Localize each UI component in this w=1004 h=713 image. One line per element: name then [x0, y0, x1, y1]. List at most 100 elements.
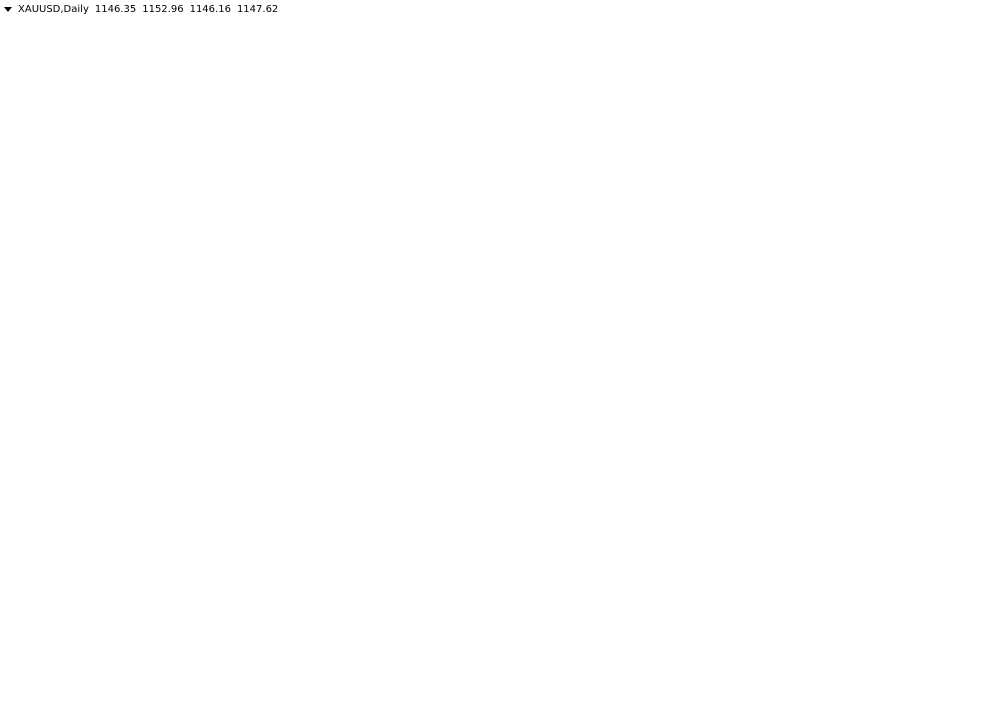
ohlc-bar — [568, 260, 575, 293]
ohlc-bar — [754, 198, 761, 236]
price-tick-label: 1204.30 — [964, 25, 1001, 35]
price-tick-label: 1131.40 — [964, 256, 1001, 266]
date-label: 19 Jun 2015 — [136, 701, 190, 711]
ohlc-bar — [471, 254, 478, 318]
ohlc-bar — [220, 146, 227, 178]
ao-tick-label: 0.00 — [964, 504, 984, 514]
dropdown-triangle-icon[interactable] — [4, 7, 12, 12]
price-tick-label: 1120.90 — [964, 289, 1001, 299]
ohlc-bar — [479, 206, 486, 274]
ohlc-bar — [114, 63, 121, 96]
price-tick-label: 1089.70 — [964, 388, 1001, 398]
ohlc-bar — [293, 247, 300, 369]
ao-tick-label: 35.539 — [964, 465, 996, 475]
ohlc-bar — [17, 57, 24, 83]
short-arrow-icon — [795, 257, 810, 276]
price-tick-label: 1110.70 — [964, 322, 1001, 332]
date-label: 1 Jul 2015 — [200, 701, 245, 711]
pane-frame-2 — [0, 584, 959, 695]
pane-frame-0 — [0, 0, 959, 462]
ohlc-bar — [228, 146, 235, 185]
ohlc-bar — [528, 254, 535, 280]
ohlc-bar — [730, 292, 737, 324]
date-label: 13 Jul 2015 — [281, 701, 332, 711]
ohlc-bar — [33, 76, 40, 128]
price-tick-label: 1162.60 — [964, 157, 1001, 167]
ohlc-bar — [690, 190, 697, 223]
ohlc-bar — [179, 114, 186, 140]
ohlc-bar — [163, 95, 170, 121]
ohlc-bar — [438, 285, 445, 318]
alligator-lips-line — [28, 75, 783, 376]
ohlc-bar — [536, 216, 543, 280]
ac-title: AC 4.5553 — [6, 591, 53, 601]
ohlc-bar — [374, 355, 381, 394]
ohlc-bar — [406, 361, 413, 388]
level-badge — [960, 221, 1004, 234]
ohlc-bar — [463, 298, 470, 343]
ohlc-bar — [390, 387, 397, 413]
price-tick-label: 1173.10 — [964, 124, 1001, 134]
ohlc-bar — [260, 184, 267, 210]
ohlc-bar — [625, 317, 632, 356]
date-label: 23 Jul 2015 — [346, 701, 397, 711]
ohlc-bar — [398, 368, 405, 413]
ohlc-bar — [131, 38, 138, 64]
ao-title: AO 3.781 — [6, 469, 48, 479]
ao-tick-label: -68.22 — [964, 575, 993, 585]
level-badge — [960, 243, 1004, 256]
ohlc-bar — [82, 95, 89, 128]
price-tick-label: 1069.00 — [964, 454, 1001, 464]
ohlc-bar — [609, 285, 616, 343]
price-tick-label: 1152.40 — [964, 190, 1001, 200]
ohlc-bar — [455, 311, 462, 343]
ohlc-bar — [9, 63, 16, 90]
ohlc-bar — [204, 133, 211, 172]
level-label: 1170.25 — [962, 133, 999, 143]
up-arrow-icon — [809, 142, 871, 246]
ohlc-bar — [382, 374, 389, 407]
ohlc-bar — [706, 241, 713, 274]
ohlc-bar — [414, 336, 421, 381]
ohlc-bar — [560, 254, 567, 280]
ohlc-bar — [285, 222, 292, 267]
ohlc-bar — [495, 158, 502, 210]
ohlc-bar — [90, 82, 97, 128]
alligator-jaw-line — [68, 77, 823, 316]
ohlc-bar — [673, 228, 680, 261]
ohlc-bar — [681, 190, 688, 261]
ohlc-bar — [633, 317, 640, 356]
high-value: 1152.96 — [142, 4, 184, 15]
ohlc-bar — [123, 44, 130, 83]
open-value: 1146.35 — [94, 4, 137, 15]
ohlc-bar — [665, 228, 672, 280]
pane-frame-1 — [0, 462, 959, 584]
ohlc-bar — [252, 171, 259, 204]
ohlc-bar — [649, 330, 656, 356]
ohlc-bar — [212, 152, 219, 178]
ohlc-bar — [592, 266, 599, 312]
ohlc-bar — [487, 158, 494, 226]
ohlc-bar — [511, 216, 518, 248]
ohlc-bar — [366, 355, 373, 388]
ohlc-bar — [333, 349, 340, 388]
price-tick-label: 1194.10 — [964, 57, 1001, 67]
ohlc-bar — [268, 190, 275, 223]
ohlc-bar — [187, 114, 194, 147]
ohlc-bar — [236, 158, 243, 185]
ac-tick-label: -17.7775 — [964, 686, 1004, 696]
ohlc-bar — [519, 228, 526, 274]
ohlc-bar — [447, 298, 454, 331]
date-label: 4 Aug 2015 — [411, 701, 463, 711]
price-tick-label: 1183.60 — [964, 91, 1001, 101]
ohlc-bar — [244, 158, 251, 191]
ohlc-bar — [325, 361, 332, 388]
ohlc-bar — [98, 82, 105, 115]
ohlc-bar — [552, 241, 559, 274]
ohlc-bar — [309, 336, 316, 369]
date-label: 28 May 2015 — [6, 701, 65, 711]
ohlc-bar — [171, 101, 178, 140]
chart-header: XAUUSD,Daily 1146.35 1152.96 1146.16 114… — [4, 4, 278, 15]
